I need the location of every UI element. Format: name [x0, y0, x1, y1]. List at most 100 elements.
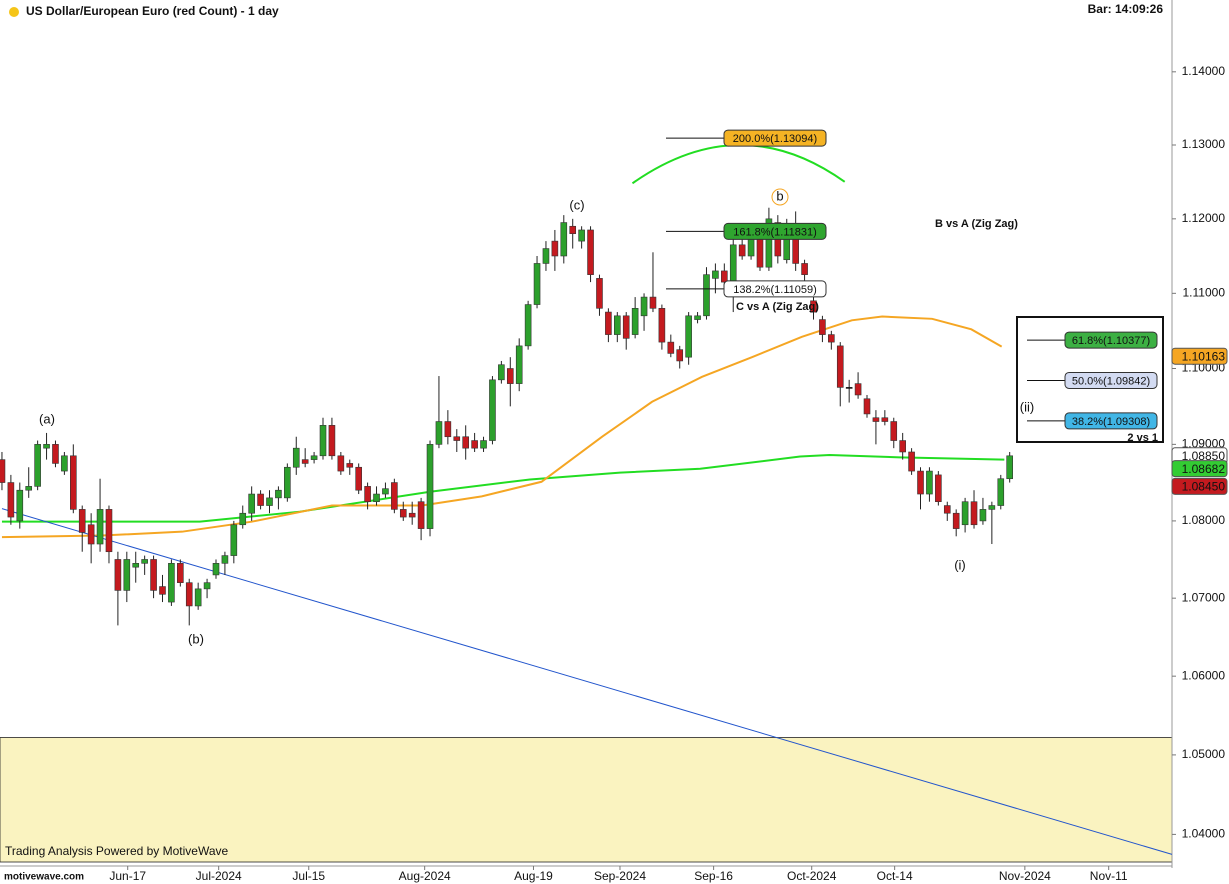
wave-circle: [771, 188, 789, 206]
candle-body: [542, 248, 550, 264]
price-tag-label: 1.08682: [1182, 462, 1226, 476]
candle-body: [640, 296, 648, 317]
note: C vs A (Zig Zag): [736, 301, 819, 313]
fib-box: [1064, 371, 1158, 389]
candle-body: [801, 263, 808, 275]
candle-body: [819, 319, 826, 335]
candle-body: [560, 222, 568, 257]
candle-body: [61, 455, 68, 472]
candle-body: [569, 225, 577, 234]
candle-body: [435, 421, 443, 445]
x-tick-label: Aug-2024: [399, 869, 451, 883]
candle-body: [890, 421, 898, 441]
candle-body: [881, 417, 889, 422]
candle-body: [301, 459, 309, 464]
price-tag-label: 1.08850: [1182, 449, 1226, 463]
chart-title: US Dollar/European Euro (red Count) - 1 …: [26, 4, 279, 18]
candle-body: [997, 478, 1005, 506]
candle-body: [16, 489, 24, 522]
candle-body: [729, 244, 737, 283]
candle-body: [230, 524, 238, 556]
price-tag: [1171, 477, 1228, 495]
candle-body: [988, 505, 996, 510]
x-tick-label: Oct-2024: [787, 869, 837, 883]
candle-body: [765, 218, 773, 268]
candle-body: [284, 466, 291, 499]
wave-label: (b): [188, 631, 204, 646]
x-tick-label: Jun-17: [109, 869, 146, 883]
y-tick-label: 1.07000: [1182, 590, 1226, 604]
wave-label: (c): [569, 197, 584, 212]
candle-body: [979, 509, 987, 522]
candle-body: [275, 489, 282, 499]
y-tick-label: 1.06000: [1182, 668, 1226, 682]
candle-body: [551, 240, 559, 257]
candle-body: [872, 417, 880, 422]
candle-body: [863, 398, 871, 415]
candle-body: [471, 440, 478, 449]
y-tick-label: 1.12000: [1182, 211, 1226, 225]
candle-body: [292, 447, 300, 468]
candle-body: [34, 444, 41, 487]
candle-body: [185, 582, 193, 607]
candle-body: [489, 379, 496, 441]
candle-body: [694, 315, 701, 320]
fib-box: [723, 280, 827, 298]
candle-body: [177, 563, 184, 583]
candle-body: [899, 440, 906, 453]
candle-body: [266, 497, 273, 506]
candle-body: [105, 509, 113, 553]
candle-body: [168, 563, 175, 603]
candle-body: [337, 455, 345, 472]
candle-body: [114, 559, 122, 591]
x-tick-label: Jul-15: [292, 869, 325, 883]
candle-body: [649, 296, 657, 309]
candle-body: [747, 237, 755, 257]
candle-body: [257, 493, 264, 506]
logo: motivewave.com: [4, 872, 84, 883]
x-tick-label: Sep-2024: [594, 869, 646, 883]
candle-body: [87, 524, 95, 545]
fib-label: 161.8%(1.11831): [733, 226, 817, 238]
x-tick-label: Nov-11: [1090, 869, 1128, 883]
fib-box: [1064, 331, 1158, 349]
panel-label: 2 vs 1: [1127, 432, 1158, 444]
overlay-line: [1, 454, 1005, 523]
candle-body: [533, 263, 541, 305]
candle-body: [382, 488, 389, 495]
candle-body: [587, 229, 594, 275]
candle-body: [123, 559, 131, 591]
candle-body: [364, 486, 371, 503]
candle-body: [506, 368, 514, 384]
candle-body: [676, 349, 684, 362]
candle-body: [685, 315, 692, 358]
x-tick-label: Nov-2024: [999, 869, 1051, 883]
candle-body: [836, 345, 844, 388]
x-tick-label: Oct-14: [877, 869, 913, 883]
candle-body: [417, 501, 425, 529]
candle-body: [605, 311, 612, 335]
candle-body: [721, 270, 728, 283]
candle-body: [480, 440, 487, 449]
bar-time: Bar: 14:09:26: [1088, 2, 1164, 16]
candle-body: [658, 308, 666, 343]
candle-body: [970, 501, 978, 526]
candle-body: [952, 512, 960, 529]
candle-body: [578, 229, 585, 242]
wave-label: (a): [39, 411, 55, 426]
fib-label: 200.0%(1.13094): [733, 133, 817, 145]
candle-body: [78, 509, 86, 533]
zone: [0, 737, 1173, 863]
candle-body: [917, 470, 924, 495]
candle-body: [355, 466, 362, 491]
candle-body: [52, 444, 59, 464]
candle-body: [399, 509, 407, 518]
candle-body: [462, 436, 469, 449]
candle-body: [25, 486, 33, 491]
candle-body: [810, 300, 817, 313]
fib-label: 50.0%(1.09842): [1072, 375, 1150, 387]
candle-body: [150, 559, 157, 591]
price-tag-label: 1.08450: [1182, 480, 1226, 494]
price-tag: [1171, 460, 1228, 478]
